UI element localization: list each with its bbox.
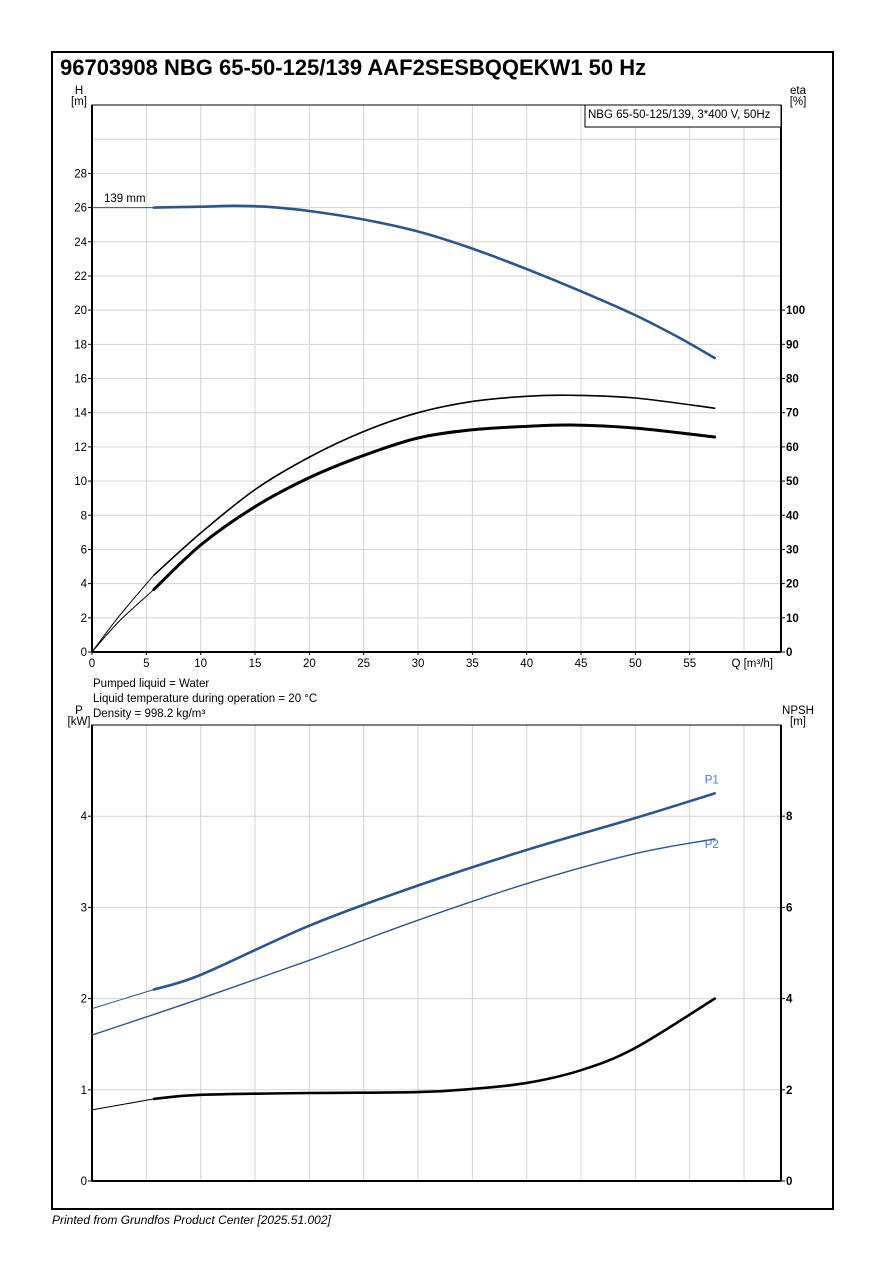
y-tick-label-left: 3: [81, 902, 87, 914]
y-axis-label-right: [m]: [790, 716, 806, 728]
y-tick-label-right: 4: [786, 994, 793, 1006]
info-density: Density = 998.2 kg/m³: [93, 708, 206, 720]
y-tick-label-left: 12: [74, 442, 87, 454]
y-tick-label-left: 10: [74, 476, 87, 488]
curve-h: [152, 204, 717, 360]
y-tick-label-left: 8: [81, 510, 87, 522]
y-tick-label-left: 1: [81, 1085, 87, 1097]
y-axis-label-left: [m]: [71, 96, 87, 108]
y-tick-label-left: 2: [81, 613, 87, 625]
y-tick-label-right: 80: [786, 374, 799, 386]
curve-p1-extension: [91, 989, 155, 1010]
y-tick-label-left: 4: [81, 579, 88, 591]
y-tick-label-right: 90: [786, 339, 799, 351]
x-tick-label: 10: [194, 658, 207, 670]
x-tick-label: 45: [575, 658, 588, 670]
curve-eta-total: [152, 423, 717, 591]
curve-npsh-extension: [91, 1098, 155, 1111]
x-tick-label: 20: [303, 658, 316, 670]
y-tick-label-left: 14: [74, 408, 87, 420]
y-tick-label-right: 2: [786, 1085, 792, 1097]
curve-npsh: [152, 997, 717, 1101]
y-tick-label-right: 30: [786, 544, 799, 556]
legend-text: NBG 65-50-125/139, 3*400 V, 50Hz: [588, 109, 771, 121]
curve-eta-pump: [153, 394, 716, 576]
series-label-p2: P2: [705, 839, 719, 851]
y-tick-label-right: 40: [786, 510, 799, 522]
y-tick-label-left: 16: [74, 374, 87, 386]
curve-p1: [152, 792, 717, 991]
x-tick-label: 30: [412, 658, 425, 670]
y-tick-label-right: 50: [786, 476, 799, 488]
x-tick-label: 55: [683, 658, 696, 670]
x-tick-label: 25: [357, 658, 370, 670]
y-tick-label-right: 0: [786, 647, 792, 659]
y-tick-label-right: 70: [786, 408, 799, 420]
y-tick-label-left: 0: [81, 647, 87, 659]
y-tick-label-left: 24: [74, 237, 87, 249]
x-tick-label: 35: [466, 658, 479, 670]
y-tick-label-right: 20: [786, 579, 799, 591]
y-tick-label-left: 2: [81, 994, 87, 1006]
y-tick-label-left: 4: [81, 811, 88, 823]
y-tick-label-right: 0: [786, 1176, 792, 1188]
x-tick-label: 40: [520, 658, 533, 670]
x-tick-label: 5: [143, 658, 149, 670]
y-tick-label-left: 18: [74, 339, 87, 351]
curve-p2: [91, 838, 716, 1036]
y-tick-label-right: 6: [786, 902, 792, 914]
x-axis-label: Q [m³/h]: [731, 658, 773, 670]
y-axis-label-right: NPSH: [782, 705, 814, 717]
page-frame: [51, 51, 834, 1210]
info-temperature: Liquid temperature during operation = 20…: [93, 693, 318, 705]
y-tick-label-right: 100: [786, 305, 805, 317]
legend-box: [584, 104, 782, 128]
y-axis-label-right: [%]: [790, 96, 807, 108]
info-liquid: Pumped liquid = Water: [93, 678, 210, 690]
curve-annotation: 139 mm: [104, 193, 146, 205]
curve-eta-total-extension: [91, 589, 155, 653]
footer-note: Printed from Grundfos Product Center [20…: [52, 1213, 331, 1227]
y-tick-label-right: 10: [786, 613, 799, 625]
y-tick-label-right: 60: [786, 442, 799, 454]
x-tick-label: 15: [249, 658, 262, 670]
curve-eta-pump-extension: [91, 574, 155, 653]
y-tick-label-left: 28: [74, 168, 87, 180]
y-tick-label-left: 26: [74, 203, 87, 215]
y-axis-label-left: H: [75, 85, 83, 97]
y-axis-label-left: P: [75, 705, 83, 717]
y-tick-label-left: 22: [74, 271, 87, 283]
y-tick-label-left: 6: [81, 544, 87, 556]
y-tick-label-right: 8: [786, 811, 793, 823]
page-title: 96703908 NBG 65-50-125/139 AAF2SESBQQEKW…: [60, 55, 647, 80]
plot-border: [91, 724, 782, 1182]
y-axis-label-left: [kW]: [68, 716, 91, 728]
x-tick-label: 0: [89, 658, 95, 670]
y-tick-label-left: 0: [81, 1176, 87, 1188]
y-axis-label-right: eta: [790, 85, 807, 97]
y-tick-label-left: 20: [74, 305, 87, 317]
series-label-p1: P1: [705, 774, 719, 786]
x-tick-label: 50: [629, 658, 642, 670]
